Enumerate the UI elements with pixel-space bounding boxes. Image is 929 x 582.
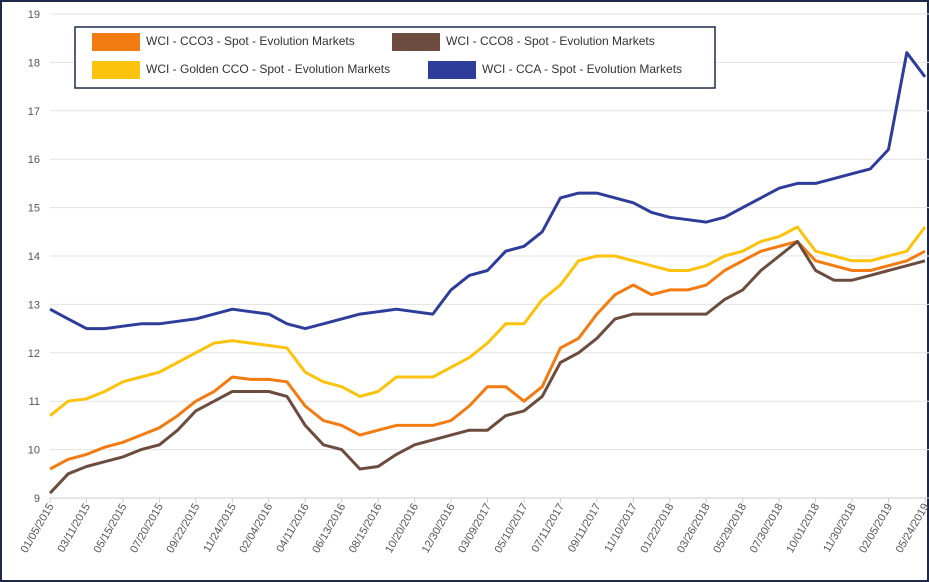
y-tick-label: 19: [28, 9, 40, 21]
y-tick-label: 14: [28, 251, 40, 263]
series-line: [49, 240, 926, 471]
y-tick-label: 11: [29, 396, 40, 408]
legend-label: WCI - CCO8 - Spot - Evolution Markets: [446, 34, 655, 48]
y-tick-label: 18: [28, 57, 40, 69]
legend-swatch: [392, 33, 440, 51]
series-line: [49, 225, 927, 417]
y-tick-label: 13: [28, 299, 40, 311]
legend-swatch: [428, 61, 476, 79]
y-tick-label: 10: [28, 445, 40, 457]
legend-swatch: [92, 33, 140, 51]
y-tick-label: 15: [28, 203, 40, 215]
series-line: [49, 51, 927, 331]
legend-label: WCI - CCO3 - Spot - Evolution Markets: [146, 34, 355, 48]
y-tick-label: 17: [28, 106, 40, 118]
y-tick-label: 12: [28, 348, 40, 360]
series-line: [48, 240, 926, 495]
y-tick-label: 9: [34, 493, 40, 505]
legend: WCI - CCO3 - Spot - Evolution Markets WCI…: [74, 26, 716, 89]
legend-label: WCI - CCA - Spot - Evolution Markets: [482, 62, 682, 76]
legend-swatch: [92, 61, 140, 79]
y-tick-label: 16: [28, 154, 40, 166]
legend-label: WCI - Golden CCO - Spot - Evolution Mark…: [146, 62, 390, 76]
